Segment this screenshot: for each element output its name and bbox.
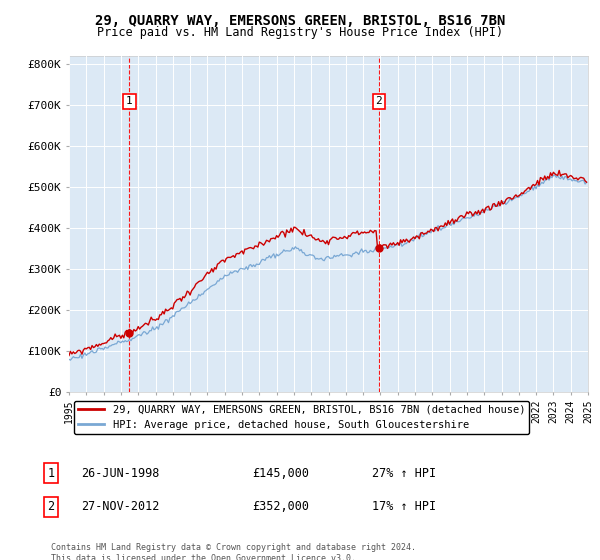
Text: £352,000: £352,000 — [252, 500, 309, 514]
Text: 1: 1 — [47, 466, 55, 480]
Text: 2: 2 — [375, 96, 382, 106]
Text: 29, QUARRY WAY, EMERSONS GREEN, BRISTOL, BS16 7BN: 29, QUARRY WAY, EMERSONS GREEN, BRISTOL,… — [95, 14, 505, 28]
Text: 27-NOV-2012: 27-NOV-2012 — [81, 500, 160, 514]
Text: 2: 2 — [47, 500, 55, 514]
Legend: 29, QUARRY WAY, EMERSONS GREEN, BRISTOL, BS16 7BN (detached house), HPI: Average: 29, QUARRY WAY, EMERSONS GREEN, BRISTOL,… — [74, 400, 529, 434]
Text: Contains HM Land Registry data © Crown copyright and database right 2024.
This d: Contains HM Land Registry data © Crown c… — [51, 543, 416, 560]
Text: 27% ↑ HPI: 27% ↑ HPI — [372, 466, 436, 480]
Text: Price paid vs. HM Land Registry's House Price Index (HPI): Price paid vs. HM Land Registry's House … — [97, 26, 503, 39]
Text: 17% ↑ HPI: 17% ↑ HPI — [372, 500, 436, 514]
Text: 1: 1 — [126, 96, 133, 106]
Text: £145,000: £145,000 — [252, 466, 309, 480]
Text: 26-JUN-1998: 26-JUN-1998 — [81, 466, 160, 480]
